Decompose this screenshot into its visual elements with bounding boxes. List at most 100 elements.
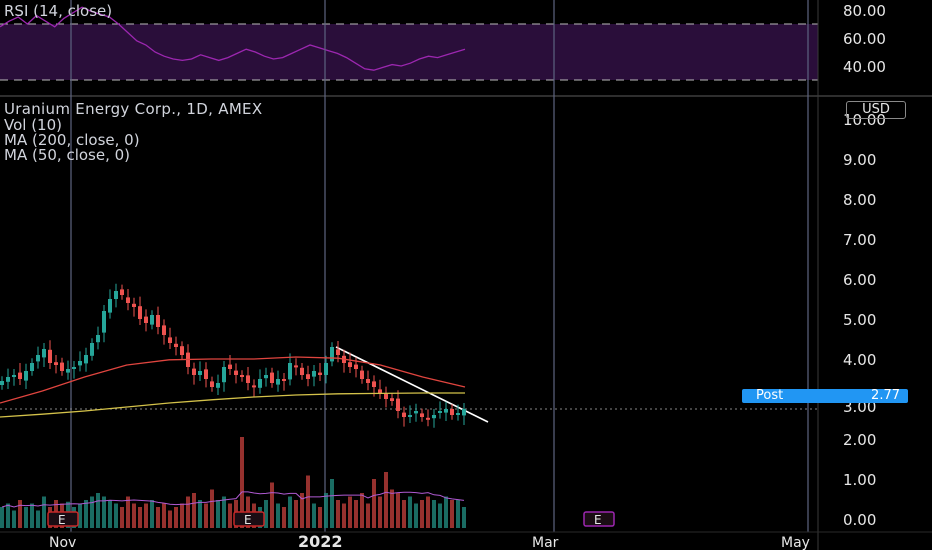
volume-bar xyxy=(6,503,10,528)
candle-body xyxy=(420,413,424,417)
candle-body xyxy=(246,375,250,383)
candle-body xyxy=(414,411,418,414)
price-tick-label: 6.00 xyxy=(843,271,876,289)
candle-body xyxy=(252,385,256,388)
volume-bar xyxy=(444,496,448,528)
candle-body xyxy=(258,379,262,388)
rsi-legend[interactable]: RSI (14, close) xyxy=(4,2,113,20)
candle-body xyxy=(222,367,226,383)
candle-body xyxy=(204,369,208,379)
earnings-marker-label: E xyxy=(594,513,602,527)
volume-bar xyxy=(282,507,286,528)
volume-bar xyxy=(288,496,292,528)
candle-body xyxy=(36,355,40,362)
candle-body xyxy=(228,364,232,369)
candle-body xyxy=(312,371,316,377)
candle-body xyxy=(90,343,94,356)
candle-body xyxy=(216,383,220,388)
volume-bar xyxy=(276,503,280,528)
candle-body xyxy=(42,349,46,358)
volume-bar xyxy=(366,503,370,528)
volume-bar xyxy=(408,496,412,528)
volume-bar xyxy=(102,496,106,528)
volume-bar xyxy=(120,507,124,528)
volume-bar xyxy=(294,500,298,528)
candle-body xyxy=(330,347,334,362)
time-tick-label: 2022 xyxy=(298,532,343,550)
candle-body xyxy=(6,377,10,382)
earnings-marker-box xyxy=(47,511,79,527)
volume-bar xyxy=(402,500,406,528)
volume-bar xyxy=(240,437,244,528)
volume-bar xyxy=(168,510,172,528)
candle-body xyxy=(132,303,136,307)
candle-body xyxy=(306,374,310,379)
volume-bar xyxy=(456,500,460,528)
rsi-tick-label: 80.00 xyxy=(843,2,886,20)
volume-bar xyxy=(126,496,130,528)
currency-button[interactable]: USD xyxy=(846,101,906,119)
candle-body xyxy=(240,375,244,377)
volume-bar xyxy=(210,489,214,528)
price-tick-label: 5.00 xyxy=(843,311,876,329)
candle-body xyxy=(456,413,460,415)
candle-body xyxy=(384,393,388,399)
candle-body xyxy=(348,362,352,367)
volume-bar xyxy=(426,496,430,528)
volume-bar xyxy=(450,500,454,528)
candle-body xyxy=(48,349,52,363)
candle-body xyxy=(12,375,16,377)
candle-body xyxy=(210,381,214,387)
candle-body xyxy=(138,306,142,319)
candle-body xyxy=(366,379,370,383)
price-tick-label: 2.00 xyxy=(843,431,876,449)
ma200-legend[interactable]: MA (200, close, 0) xyxy=(4,131,140,149)
volume-bar xyxy=(348,496,352,528)
price-tick-label: 10.00 xyxy=(843,111,886,129)
volume-bar xyxy=(306,475,310,528)
ma50-legend[interactable]: MA (50, close, 0) xyxy=(4,146,131,164)
post-price-badge: Post 2.77 xyxy=(742,389,908,403)
candle-body xyxy=(294,365,298,368)
volume-ma-line xyxy=(1,491,465,508)
candle-body xyxy=(300,367,304,375)
candle-body xyxy=(336,349,340,355)
candle-body xyxy=(144,316,148,323)
volume-bar xyxy=(180,503,184,528)
rsi-tick-label: 60.00 xyxy=(843,30,886,48)
price-tick-label: 9.00 xyxy=(843,151,876,169)
volume-bar xyxy=(90,496,94,528)
rsi-band xyxy=(0,24,818,80)
price-axis[interactable]: 10.00 9.00 8.00 7.00 6.00 5.00 4.00 2.00 1.00 0.0… xyxy=(843,2,886,529)
volume-bar xyxy=(420,500,424,528)
volume-bar xyxy=(396,493,400,528)
candle-body xyxy=(426,417,430,420)
volume-bar xyxy=(198,500,202,528)
time-tick-label: Mar xyxy=(532,535,559,550)
volume-bar xyxy=(150,500,154,528)
time-axis[interactable]: Nov 2022 Mar May xyxy=(0,531,932,550)
candle-body xyxy=(432,415,436,419)
volume-bar xyxy=(330,479,334,528)
candle-body xyxy=(18,372,22,379)
volume-legend[interactable]: Vol (10) xyxy=(4,116,63,134)
candle-body xyxy=(198,371,202,375)
candles xyxy=(0,283,466,428)
candle-body xyxy=(108,299,112,313)
candle-body xyxy=(30,363,34,371)
volume-bar xyxy=(30,503,34,528)
price-tick-label: 4.00 xyxy=(843,351,876,369)
price-tick-label: 8.00 xyxy=(843,191,876,209)
volume-bar xyxy=(342,503,346,528)
volume-bar xyxy=(228,503,232,528)
volume-bar xyxy=(18,500,22,528)
volume-bar xyxy=(414,503,418,528)
candle-body xyxy=(174,343,178,347)
volume-bar xyxy=(324,493,328,528)
rsi-pane xyxy=(0,6,932,97)
time-tick-label: May xyxy=(781,535,810,550)
volume-bar xyxy=(360,493,364,528)
symbol-title[interactable]: Uranium Energy Corp., 1D, AMEX xyxy=(4,100,263,118)
